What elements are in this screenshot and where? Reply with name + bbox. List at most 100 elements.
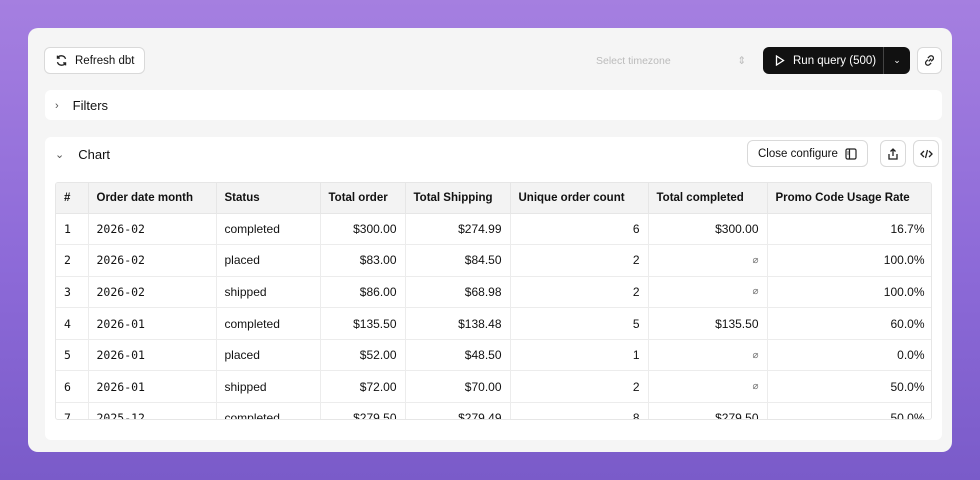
filters-title: Filters [72,98,109,113]
table-cell: $300.00 [648,213,768,246]
chart-panel: ⌄ Chart Close configure # Order date mont… [45,137,942,440]
table-cell: $48.50 [405,339,511,372]
table-cell: 6 [510,213,649,246]
table-cell: 50.0% [767,402,931,419]
link-icon [925,55,934,66]
refresh-label: Refresh dbt [75,54,135,67]
table-cell: ⌀ [648,276,768,309]
table-cell: 2 [56,244,89,277]
filters-panel: › Filters [45,90,942,120]
table-cell: ⌀ [648,370,768,404]
export-button[interactable] [880,140,906,167]
chart-toggle[interactable]: ⌄ Chart [55,147,110,162]
table-cell: 1 [510,339,649,372]
table-row: 3 2026-02 shipped $86.00 $68.98 2 ⌀ 100.0% [56,276,931,309]
column-header: # [56,183,89,214]
column-header: Promo Code Usage Rate [767,183,931,214]
column-header: Total Shipping [405,183,511,214]
table-body: 1 2026-02 completed $300.00 $274.99 6 $300.00 1… [56,213,931,419]
table-cell: 8 [510,402,649,419]
table-row: 5 2026-01 placed $52.00 $48.50 1 ⌀ 0.0% [56,339,931,372]
column-header: Unique order count [510,183,649,214]
table-cell: $279.50 [648,402,768,419]
results-table-container: # Order date month Status Total order Total … [55,182,932,420]
play-icon [775,55,785,66]
table-row: 1 2026-02 completed $300.00 $274.99 6 $300.00 1… [56,213,931,246]
table-cell: 2 [510,244,649,277]
table-cell: 2026-01 [88,370,217,404]
table-cell: 60.0% [767,307,931,340]
table-cell: 2026-02 [88,276,217,309]
table-cell: $84.50 [405,244,511,277]
column-header: Status [216,183,321,214]
table-cell: 100.0% [767,276,931,309]
table-cell: $279.50 [320,402,406,419]
select-caret: ⇕ [737,54,746,67]
table-cell: $279.49 [405,402,511,419]
table-cell: 16.7% [767,213,931,246]
table-cell: $72.00 [320,370,406,404]
table-cell: $300.00 [320,213,406,246]
chart-title: Chart [78,147,111,162]
table-cell: 50.0% [767,370,931,404]
table-cell: $135.50 [320,307,406,340]
table-cell: 2025-12 [88,402,217,419]
table-cell: completed [216,213,321,246]
export-icon [888,147,898,160]
table-cell: 1 [56,213,89,246]
table-cell: 3 [56,276,89,309]
table-cell: $83.00 [320,244,406,277]
filters-toggle[interactable]: › Filters [55,98,108,113]
table-cell: ⌀ [648,244,768,277]
close-configure-label: Close configure [758,147,838,160]
table-cell: 100.0% [767,244,931,277]
table-cell: 5 [56,339,89,372]
table-cell: $138.48 [405,307,511,340]
table-cell: $86.00 [320,276,406,309]
table-cell: $68.98 [405,276,511,309]
table-cell: 2026-01 [88,339,217,372]
panel-icon [845,147,857,160]
timezone-select[interactable]: Select timezone ⇕ [588,47,754,74]
table-cell: completed [216,402,321,419]
table-cell: 7 [56,402,89,419]
table-row: 6 2026-01 shipped $72.00 $70.00 2 ⌀ 50.0% [56,370,931,404]
chevron-down: ⌄ [55,149,65,161]
table-cell: 2026-01 [88,307,217,340]
chevron-right: › [55,99,59,112]
table-cell: 0.0% [767,339,931,372]
table-row: 2 2026-02 placed $83.00 $84.50 2 ⌀ 100.0% [56,244,931,277]
run-options[interactable]: ⌄ [893,55,901,65]
table-cell: placed [216,339,321,372]
close-configure-button[interactable]: Close configure [747,140,868,167]
run-query-button[interactable]: Run query (500) [763,47,884,74]
table-cell: 2026-02 [88,244,217,277]
run-query-group: Run query (500) ⌄ [763,47,910,74]
column-header: Total completed [648,183,768,214]
table-cell: $70.00 [405,370,511,404]
table-cell: shipped [216,370,321,404]
column-header: Total order [320,183,406,214]
run-query-label: Run query (500) [793,54,877,67]
table-cell: placed [216,244,321,277]
share-link-button[interactable] [917,47,942,74]
table-cell: $135.50 [648,307,768,340]
table-cell: 4 [56,307,89,340]
table-cell: 6 [56,370,89,404]
column-header: Order date month [88,183,217,214]
table-cell: 2 [510,276,649,309]
table-cell: 5 [510,307,649,340]
table-cell: 2 [510,370,649,404]
table-cell: ⌀ [648,339,768,372]
results-table: # Order date month Status Total order Total … [56,183,931,419]
timezone-placeholder: Select timezone [596,54,671,67]
table-row: 4 2026-01 completed $135.50 $138.48 5 $135.50 6… [56,307,931,340]
table-cell: $274.99 [405,213,511,246]
code-button[interactable] [913,140,939,167]
refresh-button[interactable]: Refresh dbt [44,47,146,74]
card: Refresh dbt Select timezone ⇕ Run query (… [28,28,952,452]
table-row: 7 2025-12 completed $279.50 $279.49 8 $279.50 5… [56,402,931,419]
table-cell: completed [216,307,321,340]
table-cell: $52.00 [320,339,406,372]
